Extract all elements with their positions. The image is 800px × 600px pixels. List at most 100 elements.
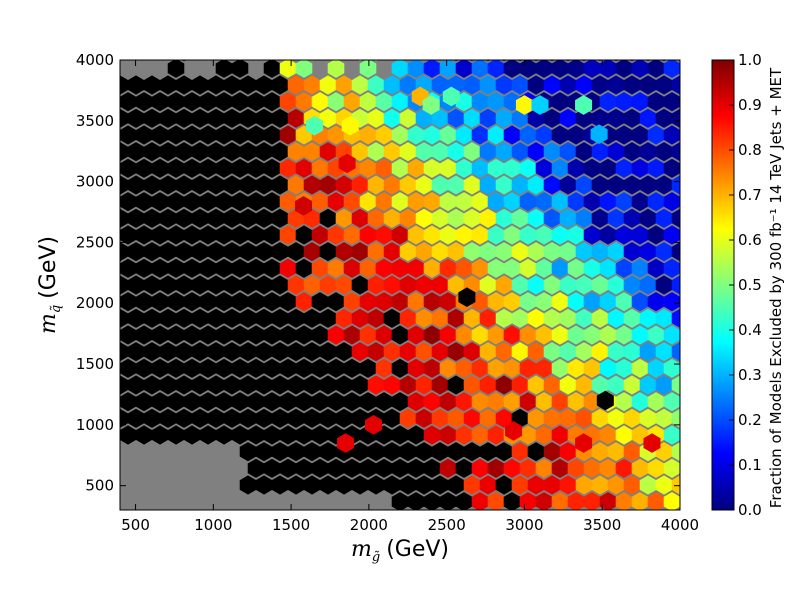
hex-bin xyxy=(671,442,680,462)
hex-bin xyxy=(120,196,121,207)
hex-bin xyxy=(405,60,411,62)
hex-bin xyxy=(663,258,680,278)
hex-bin xyxy=(671,175,680,195)
y-tick-label: 4000 xyxy=(76,51,114,69)
hex-bin xyxy=(613,60,619,62)
hex-bin xyxy=(663,225,680,245)
x-tick-label: 2000 xyxy=(350,516,388,534)
hex-bin xyxy=(629,60,635,62)
hex-bin xyxy=(167,60,185,78)
colorbar-tick-label: 0.2 xyxy=(738,411,762,429)
hex-bin xyxy=(549,60,555,62)
hex-bin xyxy=(688,242,704,260)
colorbar-tick-label: 0.4 xyxy=(738,321,762,339)
hex-bin xyxy=(688,109,704,127)
hex-bin xyxy=(671,308,680,328)
x-tick-label: 3500 xyxy=(583,516,621,534)
hex-bin xyxy=(295,60,313,78)
hex-bin xyxy=(688,442,704,460)
colorbar-tick-label: 0.5 xyxy=(738,276,762,294)
hexbin-layer xyxy=(120,42,704,510)
y-axis-label: mq̃(GeV) xyxy=(36,236,64,334)
hex-bin xyxy=(679,363,680,374)
highlighted-hex-bin xyxy=(422,95,440,115)
colorbar-tick-label: 0.6 xyxy=(738,231,762,249)
x-tick-label: 1500 xyxy=(272,516,310,534)
hex-bin xyxy=(181,60,187,62)
hex-bin xyxy=(679,296,680,307)
hex-bin xyxy=(688,476,704,494)
hex-bin xyxy=(663,492,680,510)
highlighted-hex-bin xyxy=(643,433,661,453)
hex-bin xyxy=(645,60,651,62)
hex-bin xyxy=(359,60,377,78)
colorbar-tick-label: 0.1 xyxy=(738,456,762,474)
hex-bin xyxy=(688,42,704,60)
colorbar-tick-label: 0.8 xyxy=(738,141,762,159)
x-tick-label: 500 xyxy=(121,516,150,534)
highlighted-hex-bin xyxy=(575,95,593,115)
hex-bin xyxy=(309,60,315,62)
highlighted-hex-bin xyxy=(531,95,549,115)
hex-bin xyxy=(679,263,680,274)
hex-bin xyxy=(663,158,680,178)
hex-bin xyxy=(453,60,459,62)
hex-bin xyxy=(663,392,680,412)
colorbar-tick-label: 1.0 xyxy=(738,51,762,69)
hex-bin xyxy=(671,75,680,95)
hex-bin xyxy=(597,60,603,62)
hex-bin xyxy=(671,275,680,295)
y-tick-label: 2000 xyxy=(76,294,114,312)
y-tick-label: 500 xyxy=(85,477,114,495)
hex-bin xyxy=(663,325,680,345)
hex-bin xyxy=(671,475,680,495)
hex-bin xyxy=(581,60,587,62)
hex-bin xyxy=(671,108,680,128)
hex-bin xyxy=(120,263,121,274)
hex-bin xyxy=(679,496,680,507)
hex-bin xyxy=(485,60,491,62)
highlighted-hex-bin xyxy=(337,433,355,453)
hex-bin xyxy=(663,425,680,445)
hex-bin xyxy=(688,276,704,294)
x-axis-label: mg̃ (GeV) xyxy=(351,537,449,565)
hex-bin xyxy=(327,60,345,78)
highlighted-hex-bin xyxy=(575,433,593,453)
hex-bin xyxy=(373,60,379,62)
y-tick-label: 3500 xyxy=(76,112,114,130)
hex-bin xyxy=(679,130,680,140)
colorbar-tick-label: 0.7 xyxy=(738,186,762,204)
hex-bin xyxy=(421,60,427,62)
highlighted-hex-bin xyxy=(295,196,313,216)
hex-bin xyxy=(688,209,704,227)
highlighted-hex-bin xyxy=(365,415,383,435)
hex-bin xyxy=(679,63,680,74)
x-tick-label: 4000 xyxy=(661,516,699,534)
highlighted-hex-bin xyxy=(590,124,608,145)
colorbar-tick-label: 0.3 xyxy=(738,366,762,384)
x-axis-ticks: 500 1000 1500 2000 2500 3000 3500 4000 xyxy=(121,60,699,534)
hex-bin xyxy=(679,163,680,174)
hex-bin xyxy=(501,60,507,62)
hex-bin xyxy=(517,60,523,62)
colorbar-tick-label: 0.0 xyxy=(738,501,762,519)
y-tick-label: 1500 xyxy=(76,355,114,373)
hex-bin xyxy=(533,60,539,62)
hex-bin xyxy=(671,408,680,428)
x-tick-label: 1000 xyxy=(194,516,232,534)
colorbar-label: Fraction of Models Excluded by 300 fb⁻¹ … xyxy=(767,67,785,508)
y-axis-ticks: 500 1000 1500 2000 2500 3000 3500 4000 xyxy=(76,51,680,495)
highlighted-hex-bin xyxy=(305,115,323,136)
hex-bin xyxy=(120,330,121,340)
colorbar-tick-label: 0.9 xyxy=(738,96,762,114)
hex-bin xyxy=(679,96,680,107)
hex-bin xyxy=(679,430,680,440)
hex-bin xyxy=(671,342,680,362)
colorbar-ticks: 0.0 0.1 0.2 0.3 0.4 0.5 0.6 0.7 0.8 0.9 1.0 xyxy=(729,51,762,519)
hex-bin xyxy=(437,60,443,62)
highlighted-hex-bin xyxy=(515,95,533,115)
hex-bin xyxy=(663,292,680,312)
hex-bin xyxy=(671,375,680,395)
x-tick-label: 2500 xyxy=(428,516,466,534)
y-tick-label: 1000 xyxy=(76,416,114,434)
